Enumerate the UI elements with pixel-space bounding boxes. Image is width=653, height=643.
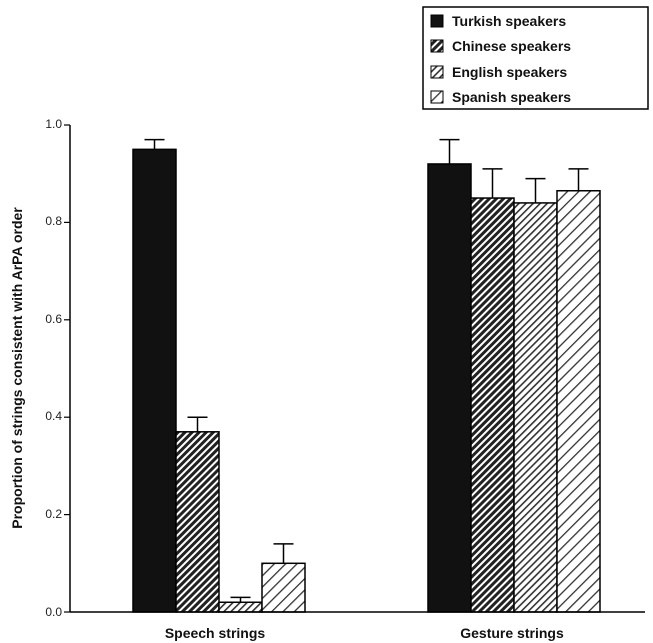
legend-swatch-turkish bbox=[430, 14, 444, 28]
y-tick-labels: 0.0 0.2 0.4 0.6 0.8 1.0 bbox=[45, 117, 62, 619]
y-axis-label: Proportion of strings consistent with Ar… bbox=[9, 207, 25, 529]
legend-swatch-chinese bbox=[430, 39, 444, 53]
axes-layer bbox=[64, 124, 645, 613]
legend-label-chinese: Chinese speakers bbox=[452, 38, 571, 54]
x-category-label-speech: Speech strings bbox=[165, 625, 266, 641]
y-tick-label-1: 0.2 bbox=[45, 507, 62, 521]
bar-speech-turkish bbox=[132, 148, 177, 613]
legend-label-spanish: Spanish speakers bbox=[452, 89, 571, 105]
y-tick-label-2: 0.4 bbox=[45, 409, 62, 423]
y-tick-label-5: 1.0 bbox=[45, 117, 62, 131]
y-tick-label-4: 0.8 bbox=[45, 214, 62, 228]
bar-gesture-spanish bbox=[556, 189, 601, 613]
bar-gesture-chinese bbox=[470, 197, 515, 613]
bar-gesture-turkish bbox=[427, 163, 472, 613]
bar-speech-spanish bbox=[261, 562, 306, 613]
y-tick-label-3: 0.6 bbox=[45, 312, 62, 326]
legend: Turkish speakers Chinese speakers Englis… bbox=[422, 6, 649, 110]
legend-swatch-spanish bbox=[430, 90, 444, 104]
bars-layer bbox=[132, 138, 601, 613]
legend-label-english: English speakers bbox=[452, 64, 567, 80]
bar-gesture-english bbox=[513, 202, 558, 613]
x-category-label-gesture: Gesture strings bbox=[460, 625, 564, 641]
legend-box bbox=[422, 6, 649, 110]
bar-speech-english bbox=[218, 601, 263, 613]
y-tick-label-0: 0.0 bbox=[45, 605, 62, 619]
bar-speech-chinese bbox=[175, 431, 220, 613]
legend-swatch-english bbox=[430, 65, 444, 79]
legend-label-turkish: Turkish speakers bbox=[452, 13, 566, 29]
